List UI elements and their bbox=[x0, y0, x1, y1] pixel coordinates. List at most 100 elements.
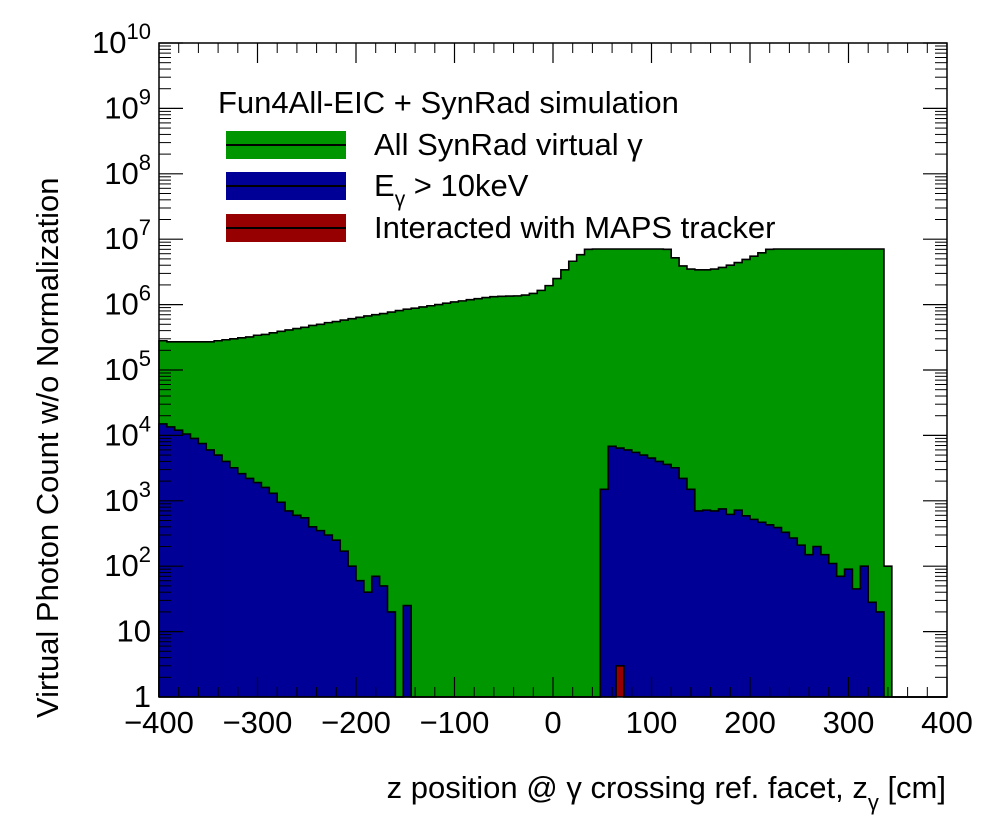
histogram-bin bbox=[813, 249, 822, 697]
histogram-bin bbox=[285, 510, 294, 697]
histogram-bin bbox=[395, 310, 404, 697]
histogram-bin bbox=[308, 526, 317, 697]
histogram-bin bbox=[765, 249, 775, 697]
histogram-bin bbox=[797, 249, 806, 697]
tick-labels: −400 −300 −200 −100 0 100 200 300 400 1 10 102 103 10… bbox=[92, 19, 973, 740]
y-tick-label: 104 bbox=[104, 411, 151, 452]
histogram-bin bbox=[261, 487, 270, 697]
histogram-bin bbox=[292, 515, 302, 697]
histogram-bin bbox=[324, 535, 333, 697]
histogram-bin bbox=[206, 449, 215, 697]
histogram-bin bbox=[159, 423, 168, 697]
histogram-bin bbox=[686, 489, 696, 697]
histogram-bin bbox=[489, 296, 499, 697]
histogram-bin bbox=[718, 508, 727, 697]
histogram-bin bbox=[702, 510, 711, 697]
histogram-bin bbox=[371, 314, 381, 697]
legend-title: Fun4All-EIC + SynRad simulation bbox=[218, 85, 679, 120]
histogram-bin bbox=[237, 473, 247, 697]
y-tick-label: 10 bbox=[117, 614, 151, 649]
histogram-bin bbox=[773, 527, 782, 697]
histogram-bin bbox=[694, 510, 704, 697]
histogram-bin bbox=[308, 325, 317, 697]
histogram-bin bbox=[324, 322, 333, 697]
histogram-bin bbox=[458, 300, 467, 697]
histogram-bin bbox=[363, 315, 373, 697]
histogram-bin bbox=[616, 665, 625, 697]
histogram-bin bbox=[797, 545, 806, 697]
histogram-bin bbox=[332, 540, 341, 697]
histogram-bin bbox=[182, 434, 191, 697]
histogram-bin bbox=[623, 449, 633, 697]
histogram-bin bbox=[348, 318, 357, 697]
histogram-bin bbox=[608, 446, 617, 697]
histogram-bin bbox=[277, 502, 286, 697]
histogram-bin bbox=[363, 592, 373, 697]
y-tick-label: 102 bbox=[104, 542, 151, 583]
histogram-bin bbox=[836, 249, 845, 697]
histogram-bin bbox=[820, 554, 830, 697]
histogram-bin bbox=[860, 249, 869, 697]
histogram-bin bbox=[781, 249, 790, 697]
histogram-bin bbox=[356, 317, 365, 697]
histogram-bin bbox=[316, 530, 325, 697]
histogram-bin bbox=[876, 249, 885, 697]
histogram-bin bbox=[726, 265, 735, 697]
legend-entry-all: All SynRad virtual γ bbox=[226, 127, 643, 162]
y-tick-label: 1010 bbox=[92, 19, 151, 60]
histogram-bin bbox=[671, 467, 680, 697]
histogram-bin bbox=[348, 566, 357, 697]
histogram-bin bbox=[734, 510, 743, 697]
histogram-bin bbox=[655, 461, 664, 697]
histogram-bin bbox=[497, 296, 507, 697]
histogram-bin bbox=[521, 295, 530, 697]
legend-label-egamma: Eγ > 10keV bbox=[374, 168, 529, 211]
histogram-bin bbox=[836, 576, 845, 697]
histogram-bin bbox=[300, 327, 310, 697]
histogram-bin bbox=[332, 321, 341, 697]
histogram-bin bbox=[222, 461, 231, 697]
histogram-bin bbox=[639, 455, 648, 697]
histogram-bin bbox=[379, 313, 388, 697]
histogram-bin bbox=[647, 458, 656, 697]
histogram-bin bbox=[300, 517, 310, 697]
histogram-layer bbox=[158, 248, 947, 698]
histogram-bin bbox=[726, 514, 735, 697]
histogram-bin bbox=[505, 296, 514, 697]
histogram-bin bbox=[529, 293, 538, 697]
histogram-bin bbox=[616, 448, 625, 697]
histogram-bin bbox=[742, 259, 751, 697]
series-outline bbox=[158, 248, 947, 698]
histogram-bin bbox=[387, 611, 396, 697]
histogram-bin bbox=[545, 285, 554, 697]
x-tick-label: 400 bbox=[921, 705, 973, 740]
histogram-bin bbox=[789, 249, 798, 697]
histogram-bin bbox=[757, 252, 767, 697]
legend-entry-maps: Interacted with MAPS tracker bbox=[226, 210, 775, 245]
histogram-bin bbox=[805, 249, 814, 697]
histogram-bin bbox=[316, 324, 325, 697]
histogram-bin bbox=[253, 482, 262, 697]
histogram-bin bbox=[860, 566, 869, 697]
histogram-bin bbox=[568, 261, 578, 697]
histogram-bin bbox=[214, 455, 223, 697]
histogram-bin bbox=[584, 249, 593, 697]
histogram-bin bbox=[702, 269, 711, 697]
histogram-bin bbox=[734, 262, 743, 697]
histogram-bin bbox=[813, 546, 822, 697]
histogram-bin bbox=[868, 602, 877, 697]
histogram-bin bbox=[190, 438, 199, 697]
histogram-bin bbox=[694, 269, 704, 697]
y-tick-label: 109 bbox=[104, 84, 151, 125]
histogram-bin bbox=[356, 580, 365, 697]
histogram-bin bbox=[198, 443, 207, 697]
histogram-bin bbox=[883, 566, 893, 697]
histogram-bin bbox=[474, 298, 483, 697]
histogram-bin bbox=[686, 269, 696, 697]
y-tick-label: 106 bbox=[104, 281, 151, 322]
histogram-bin bbox=[631, 452, 641, 697]
histogram-bin bbox=[553, 278, 562, 697]
y-tick-label: 103 bbox=[104, 477, 151, 518]
histogram-bin bbox=[245, 478, 254, 697]
